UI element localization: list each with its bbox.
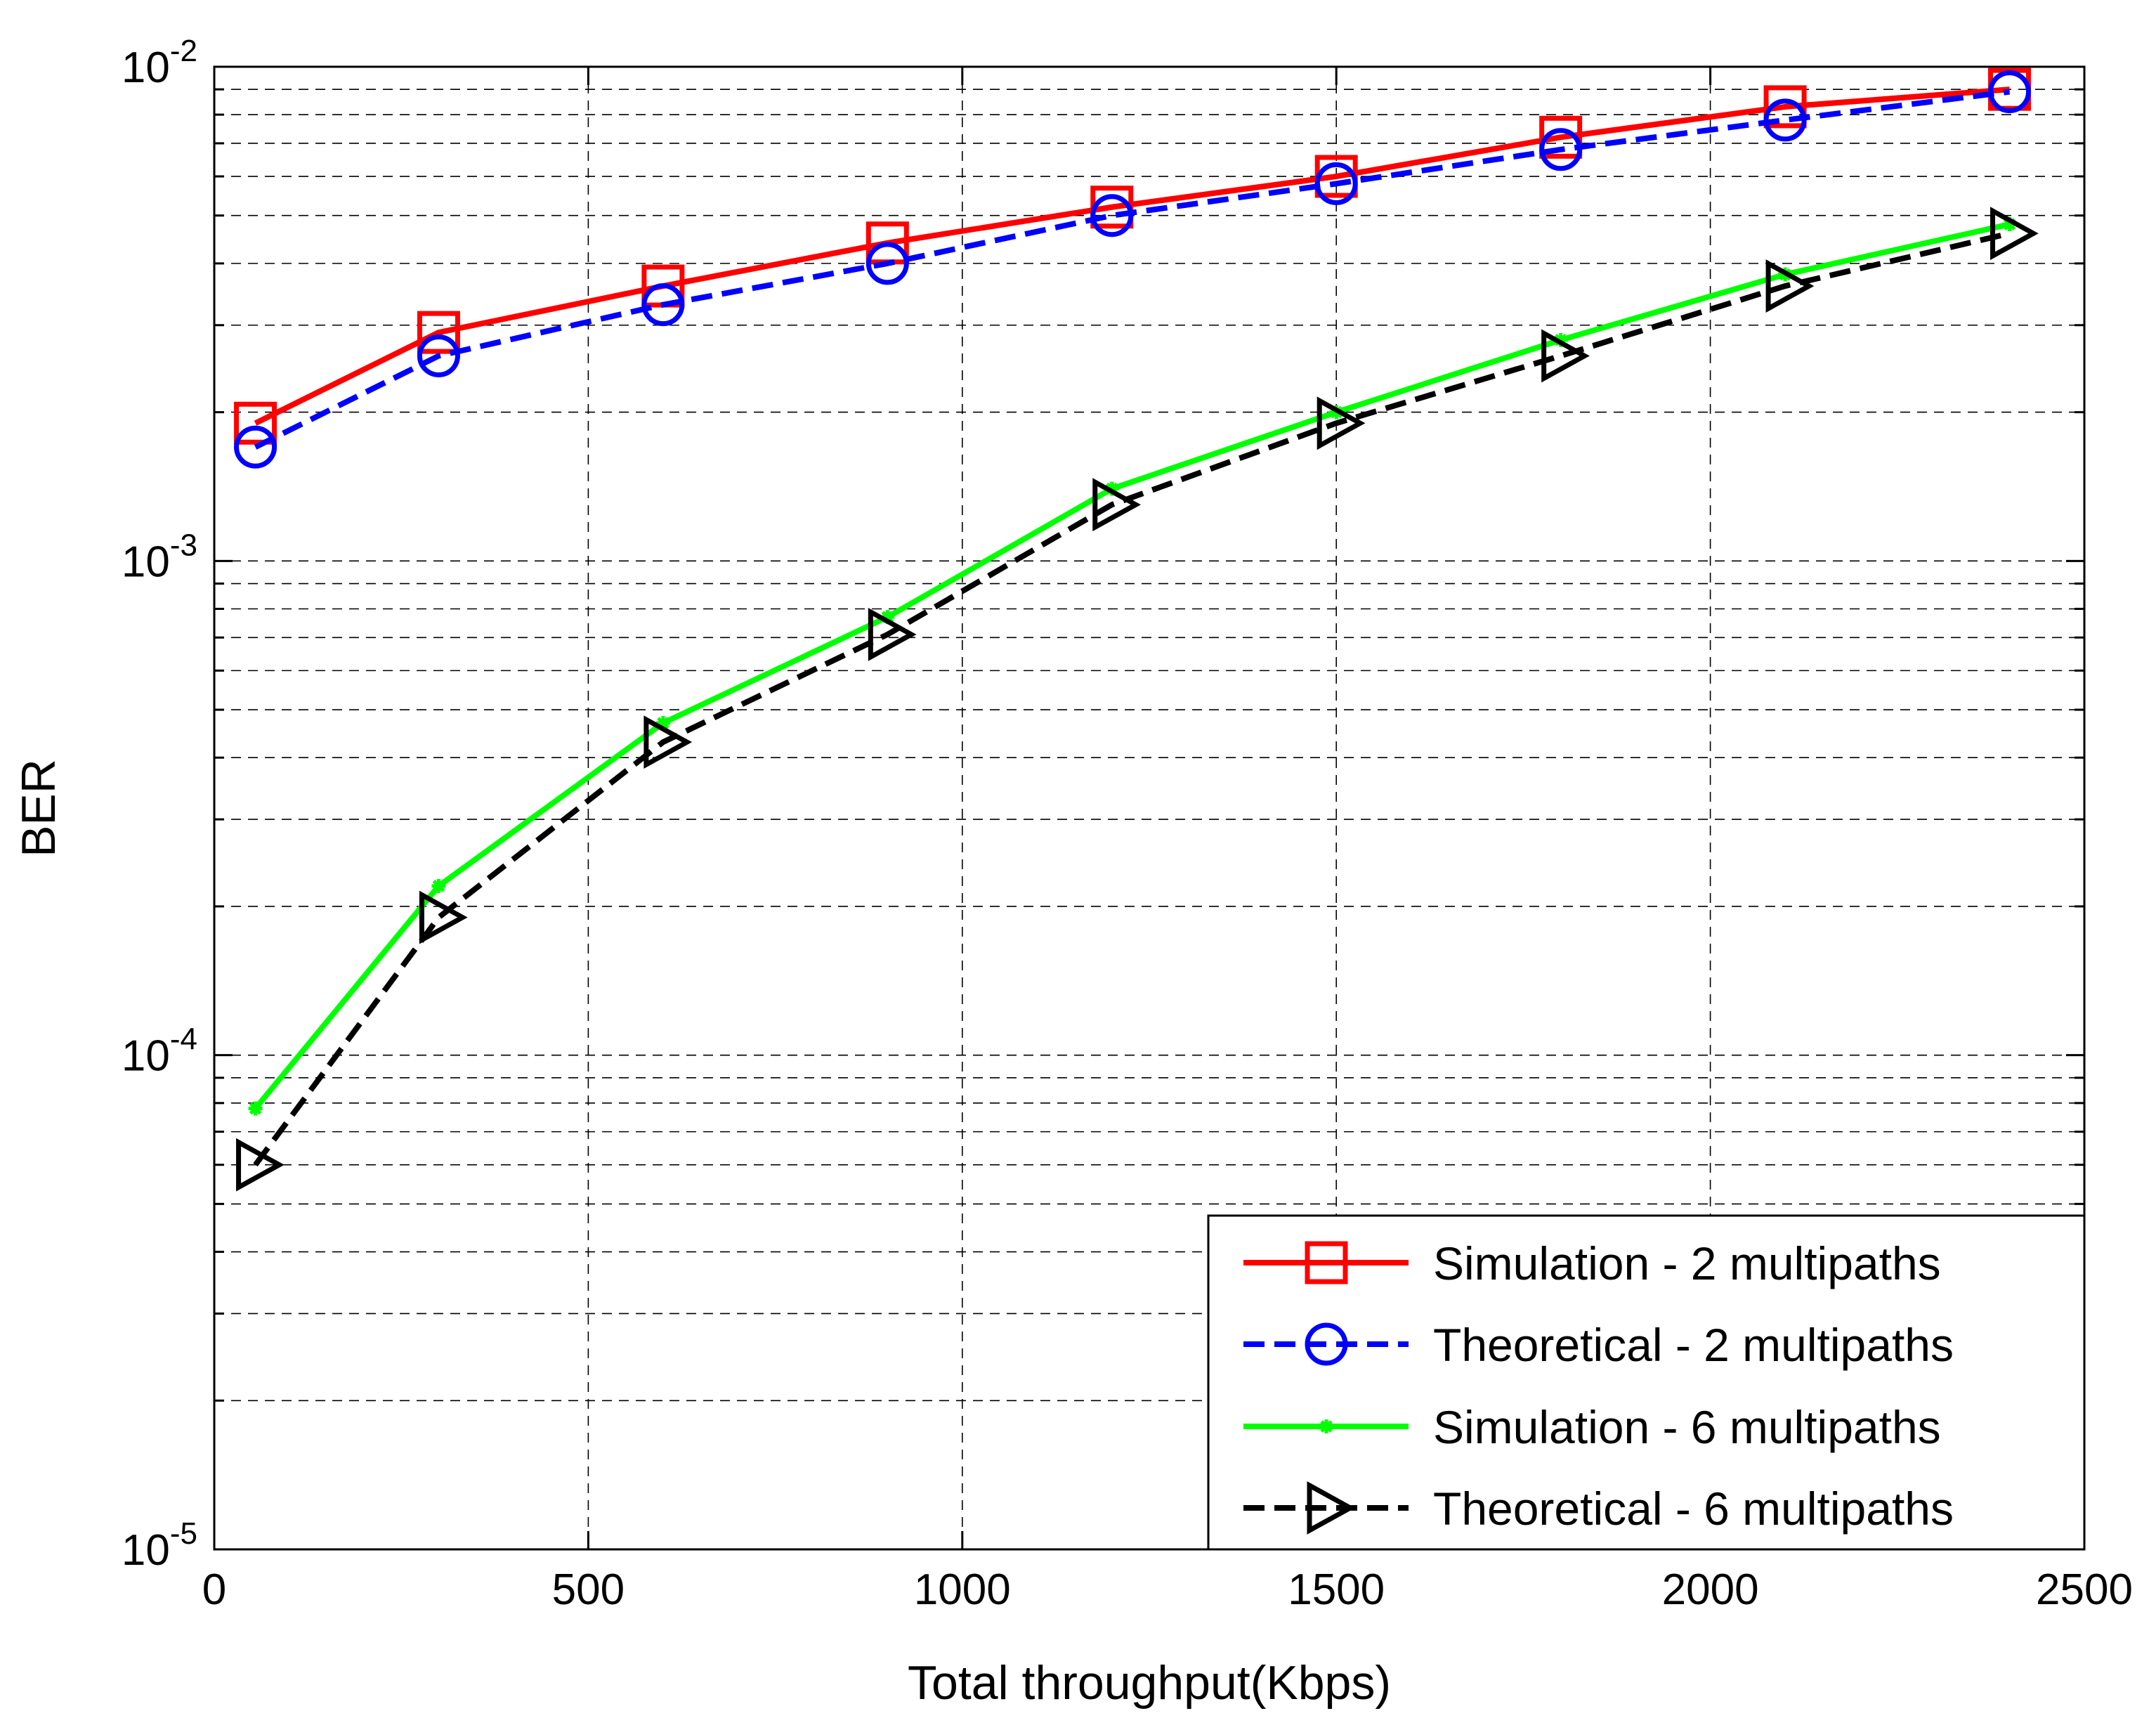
y-tick-base: 10	[122, 1032, 170, 1081]
data-point-circle	[1090, 194, 1134, 237]
x-tick-label: 0	[202, 1566, 226, 1614]
y-tick-base: 10	[122, 1526, 170, 1575]
y-axis-label: BER	[12, 759, 65, 857]
series-4	[236, 207, 2039, 1192]
legend-entry-2: Theoretical - 2 multipaths	[1243, 1319, 1954, 1371]
y-tick-label: 10-2	[122, 34, 197, 92]
data-point-circle	[417, 334, 460, 377]
data-point-asterisk	[1319, 1419, 1333, 1433]
data-point-circle	[1539, 128, 1583, 171]
series-line	[254, 89, 2011, 450]
x-tick-label: 500	[552, 1566, 625, 1614]
data-point-square	[417, 311, 460, 354]
data-point-triangle	[1541, 329, 1590, 383]
y-tick-base: 10	[122, 538, 170, 586]
data-point-circle	[1305, 1322, 1348, 1366]
data-point-triangle	[419, 890, 468, 944]
x-tick-labels: 0 500 1000 1500 2000 2500	[202, 1566, 2133, 1614]
plot-frame	[213, 65, 2086, 1551]
data-point-circle	[1763, 98, 1807, 142]
legend-label: Theoretical - 2 multipaths	[1433, 1319, 1954, 1371]
legend-label: Theoretical - 6 multipaths	[1433, 1483, 1954, 1535]
series-layer	[234, 67, 2039, 1192]
y-tick-labels: 10-510-410-310-2	[122, 34, 197, 1575]
series-2	[234, 70, 2032, 469]
legend-entry-4: Theoretical - 6 multipaths	[1243, 1481, 1954, 1535]
data-point-triangle	[643, 715, 693, 769]
legend: Simulation - 2 multipaths Theoretical - 2…	[1207, 1214, 2086, 1551]
legend-box	[1207, 1214, 2086, 1551]
data-point-triangle	[1990, 207, 2039, 261]
legend-label: Simulation - 6 multipaths	[1433, 1401, 1941, 1453]
x-tick-label: 2000	[1662, 1566, 1759, 1614]
data-point-triangle	[1307, 1481, 1356, 1535]
data-point-circle	[641, 283, 685, 327]
data-point-triangle	[1765, 259, 1815, 313]
y-tick-label: 10-4	[122, 1022, 197, 1081]
x-tick-label: 1000	[914, 1566, 1011, 1614]
series-line	[254, 86, 2010, 426]
x-tick-label: 1500	[1288, 1566, 1385, 1614]
data-point-triangle	[1092, 478, 1142, 532]
data-point-circle	[234, 425, 277, 469]
y-tick-exponent: -2	[170, 34, 197, 68]
data-point-circle	[1314, 162, 1358, 205]
y-tick-base: 10	[122, 44, 170, 92]
y-tick-label: 10-3	[122, 528, 197, 586]
data-point-triangle	[868, 608, 917, 661]
asterisk-stroke	[432, 880, 445, 892]
asterisk-stroke	[1320, 1420, 1333, 1433]
data-point-asterisk	[248, 1101, 263, 1116]
data-point-square	[234, 401, 277, 445]
data-point-triangle	[236, 1138, 285, 1192]
asterisk-stroke	[249, 1102, 262, 1115]
series-line	[253, 230, 2011, 1167]
data-point-circle	[1988, 70, 2032, 114]
y-tick-exponent: -4	[170, 1022, 197, 1057]
data-point-square	[1763, 85, 1807, 129]
legend-entry-3: Simulation - 6 multipaths	[1243, 1401, 1941, 1453]
x-tick-label: 2500	[2036, 1566, 2133, 1614]
data-point-circle	[865, 242, 909, 285]
data-point-triangle	[1317, 396, 1366, 450]
y-tick-exponent: -3	[170, 528, 197, 562]
data-point-square	[1305, 1241, 1348, 1284]
data-point-asterisk	[431, 878, 446, 893]
legend-entry-1: Simulation - 2 multipaths	[1243, 1237, 1941, 1289]
y-tick-label: 10-5	[122, 1516, 197, 1575]
legend-label: Simulation - 2 multipaths	[1433, 1237, 1941, 1289]
data-point-square	[1539, 115, 1583, 159]
x-axis-label: Total throughput(Kbps)	[908, 1656, 1391, 1710]
y-tick-exponent: -5	[170, 1516, 197, 1551]
